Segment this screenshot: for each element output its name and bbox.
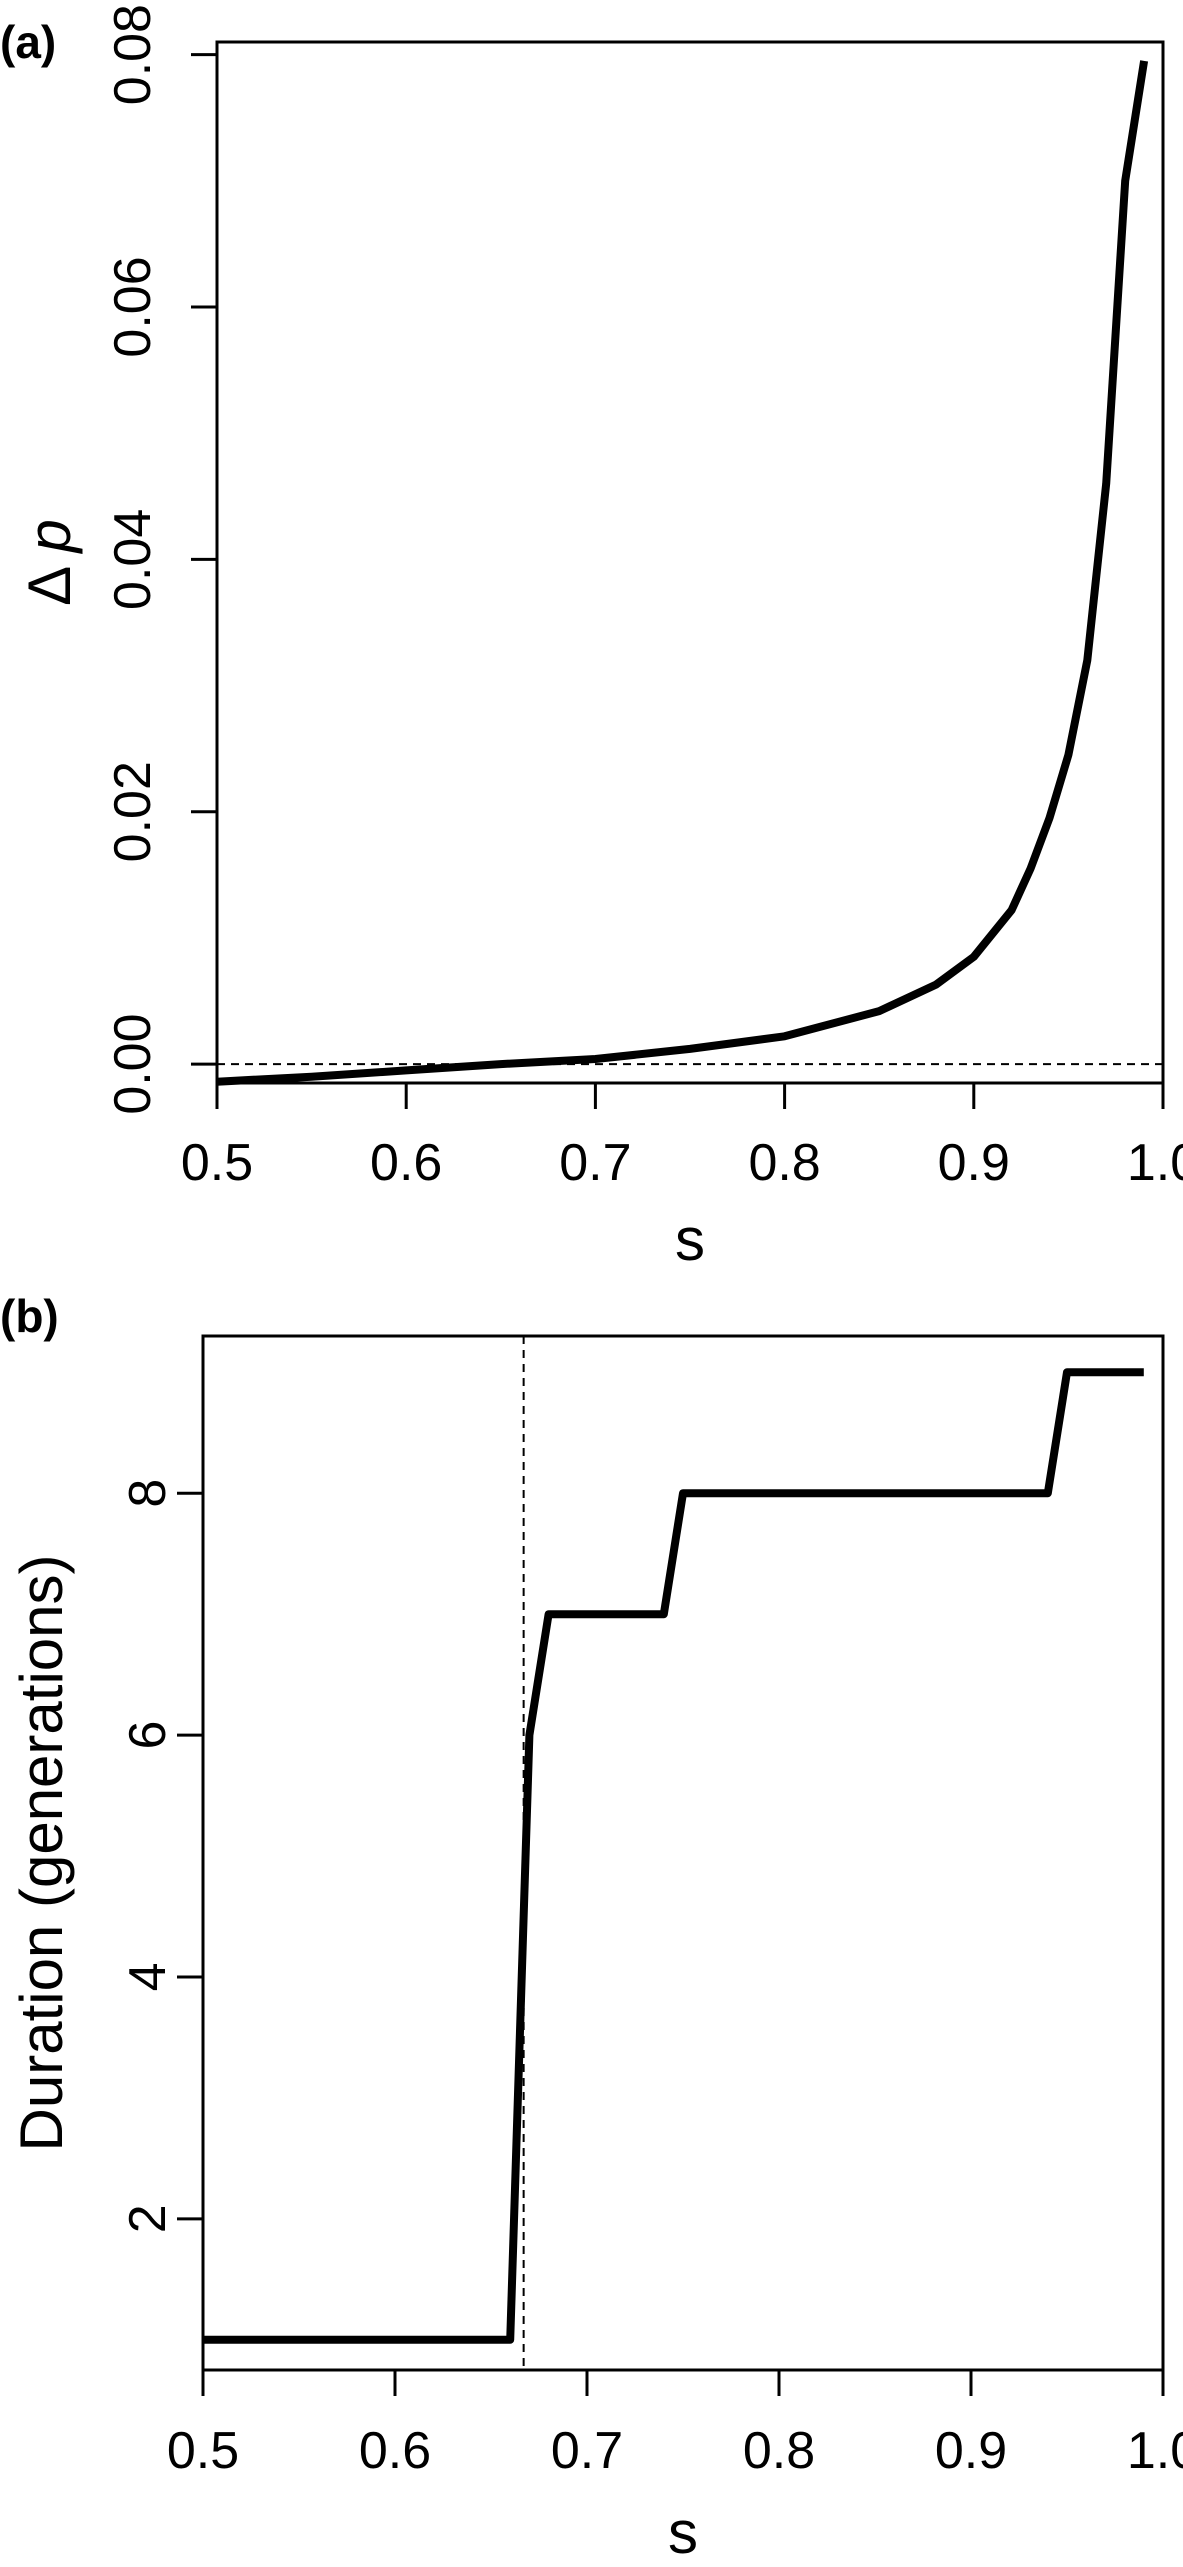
y-tick-label: 6 — [119, 1721, 177, 1750]
y-tick-label: 2 — [119, 2204, 177, 2233]
panel-b: (b) 0.5 0.6 0.7 0.8 0.9 1.0 2 4 6 8 s Duration (gene… — [0, 1290, 1183, 2566]
y-tick-label: 0.02 — [104, 761, 162, 862]
x-axis-label: s — [668, 2499, 698, 2566]
y-axis-label-var: p — [16, 519, 83, 554]
y-tick-label: 4 — [119, 1962, 177, 1991]
x-tick-label: 0.5 — [167, 2422, 239, 2480]
y-axis-label-delta: Δ — [16, 552, 83, 605]
x-tick-label: 1.0 — [1127, 2422, 1183, 2480]
panel-label: (b) — [0, 1290, 59, 1342]
panel-label: (a) — [0, 16, 56, 68]
y-tick-label: 0.04 — [104, 509, 162, 610]
x-tick-label: 0.9 — [935, 2422, 1007, 2480]
panel-a: (a) 0.5 0.6 0.7 0.8 0.9 1.0 0.00 0.02 0.04 0.06 0.0… — [0, 4, 1183, 1273]
y-tick-label: 0.06 — [104, 256, 162, 357]
x-tick-label: 1.0 — [1127, 1134, 1183, 1192]
series-line — [203, 1368, 1144, 2344]
x-tick-label: 0.7 — [559, 1134, 631, 1192]
plot-frame — [201, 1334, 1165, 2372]
x-tick-label: 0.6 — [359, 2422, 431, 2480]
y-tick-label: 0.00 — [104, 1013, 162, 1114]
y-axis-label: Duration (generations) — [8, 1555, 75, 2152]
y-tick-label: 8 — [119, 1479, 177, 1508]
series-line — [216, 60, 1149, 1086]
plot-frame — [215, 40, 1165, 1085]
x-tick-label: 0.8 — [743, 2422, 815, 2480]
x-tick-label: 0.7 — [551, 2422, 623, 2480]
x-axis-label: s — [675, 1206, 705, 1273]
x-tick-label: 0.9 — [938, 1134, 1010, 1192]
x-tick-label: 0.8 — [748, 1134, 820, 1192]
y-axis-label: Δ p — [16, 519, 83, 606]
x-tick-label: 0.6 — [370, 1134, 442, 1192]
y-tick-label: 0.08 — [104, 4, 162, 105]
x-tick-label: 0.5 — [181, 1134, 253, 1192]
